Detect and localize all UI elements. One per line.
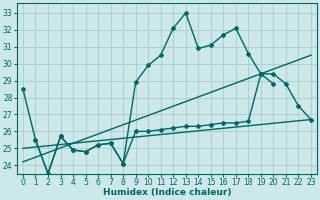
- X-axis label: Humidex (Indice chaleur): Humidex (Indice chaleur): [103, 188, 231, 197]
